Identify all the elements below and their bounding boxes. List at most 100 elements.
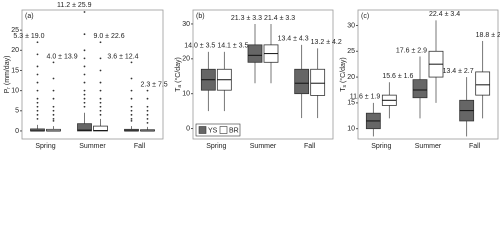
- y-label-unit: (°C/day): [339, 57, 347, 85]
- y-label-unit: (°C/day): [174, 57, 182, 85]
- outlier: [36, 89, 39, 92]
- outlier: [146, 121, 149, 124]
- annotation: 21.4 ± 3.3: [264, 15, 295, 22]
- annotation: 17.6 ± 2.9: [396, 47, 427, 54]
- outlier: [130, 119, 133, 122]
- outlier: [99, 69, 102, 72]
- outlier: [36, 97, 39, 100]
- y-label-sub: a: [177, 85, 183, 88]
- outlier: [52, 97, 55, 100]
- outlier: [36, 65, 39, 68]
- y-tick-label: 15: [347, 100, 355, 107]
- outlier: [99, 57, 102, 60]
- y-tick-label: 10: [11, 87, 19, 94]
- y-tick-label: 15: [11, 67, 19, 74]
- x-tick-label: Spring: [206, 143, 226, 150]
- outlier: [130, 89, 133, 92]
- annotation: 18.8 ± 2.9: [476, 32, 500, 39]
- outlier: [83, 89, 86, 92]
- annotation: 2.3 ± 7.5: [141, 81, 168, 88]
- outlier: [83, 49, 86, 52]
- outlier: [130, 117, 133, 120]
- outlier: [83, 57, 86, 60]
- outlier: [99, 41, 102, 44]
- outlier: [130, 109, 133, 112]
- annotation: 13.4 ± 2.7: [443, 68, 474, 75]
- x-tick-label: Fall: [134, 143, 146, 150]
- annotation: 13.2 ± 4.2: [311, 39, 342, 46]
- outlier: [36, 113, 39, 116]
- outlier: [83, 93, 86, 96]
- outlier: [130, 77, 133, 80]
- annotation: 3.6 ± 12.4: [107, 53, 138, 60]
- annotation: 11.6 ± 1.9: [350, 94, 381, 101]
- box: [294, 68, 310, 95]
- outlier: [99, 101, 102, 104]
- outlier: [99, 97, 102, 100]
- outlier: [36, 73, 39, 76]
- outlier: [52, 113, 55, 116]
- outlier: [83, 105, 86, 108]
- y-label-sub: s: [342, 84, 348, 87]
- box: [77, 123, 92, 132]
- panel-label: (a): [25, 13, 34, 20]
- legend-label: YS: [208, 127, 218, 134]
- panel-label: (c): [361, 13, 369, 20]
- outlier: [146, 117, 149, 120]
- box: [310, 68, 326, 96]
- y-tick-label: 20: [182, 56, 190, 63]
- box: [412, 79, 428, 99]
- y-label-sub: r: [6, 87, 12, 89]
- y-tick-label: 25: [11, 27, 19, 34]
- outlier: [130, 113, 133, 116]
- outlier: [146, 97, 149, 100]
- y-tick-label: 10: [182, 91, 190, 98]
- outlier: [36, 81, 39, 84]
- annotation: 21.3 ± 3.3: [231, 15, 262, 22]
- x-tick-label: Spring: [371, 143, 391, 150]
- annotation: 15.6 ± 1.6: [382, 73, 413, 80]
- x-tick-label: Summer: [250, 143, 277, 150]
- outlier: [83, 33, 86, 36]
- y-label-symbol: T: [340, 87, 347, 92]
- outlier: [36, 109, 39, 112]
- outlier: [52, 109, 55, 112]
- plot-area: [192, 9, 334, 140]
- outlier: [36, 41, 39, 44]
- outlier: [83, 101, 86, 104]
- outlier: [99, 81, 102, 84]
- y-axis-label: Ta (°C/day): [174, 57, 183, 92]
- x-tick-label: Fall: [469, 143, 481, 150]
- y-tick-label: 30: [182, 21, 190, 28]
- outlier: [83, 73, 86, 76]
- x-tick-label: Summer: [415, 143, 442, 150]
- outlier: [52, 119, 55, 122]
- y-tick-label: 20: [347, 74, 355, 81]
- y-axis-label: Pr (mm/day): [4, 56, 12, 94]
- plot-area: [357, 9, 499, 140]
- outlier: [52, 105, 55, 108]
- annotation: 13.4 ± 4.3: [278, 36, 309, 43]
- legend-box: [195, 123, 241, 137]
- y-label-symbol: T: [175, 87, 182, 92]
- y-tick-label: 0: [15, 128, 19, 135]
- y-tick-label: 30: [347, 22, 355, 29]
- outlier: [52, 117, 55, 120]
- outlier: [52, 61, 55, 64]
- y-tick-label: 10: [347, 126, 355, 133]
- x-tick-label: Fall: [304, 143, 316, 150]
- annotation: 5.3 ± 19.0: [13, 33, 44, 40]
- figure: (a) 0 5 10 15 20 25 Pr (mm/day) Spring 5.3 ± 19.0…: [4, 2, 500, 150]
- legend-swatch: [219, 126, 228, 134]
- outlier: [146, 89, 149, 92]
- box: [247, 44, 263, 63]
- x-tick-label: Summer: [79, 143, 106, 150]
- outlier: [52, 77, 55, 80]
- outlier: [83, 81, 86, 84]
- outlier: [146, 109, 149, 112]
- y-tick-label: 0: [186, 125, 190, 132]
- outlier: [83, 11, 86, 13]
- outlier: [36, 101, 39, 104]
- outlier: [130, 105, 133, 108]
- y-axis-label: Ts (°C/day): [339, 57, 348, 91]
